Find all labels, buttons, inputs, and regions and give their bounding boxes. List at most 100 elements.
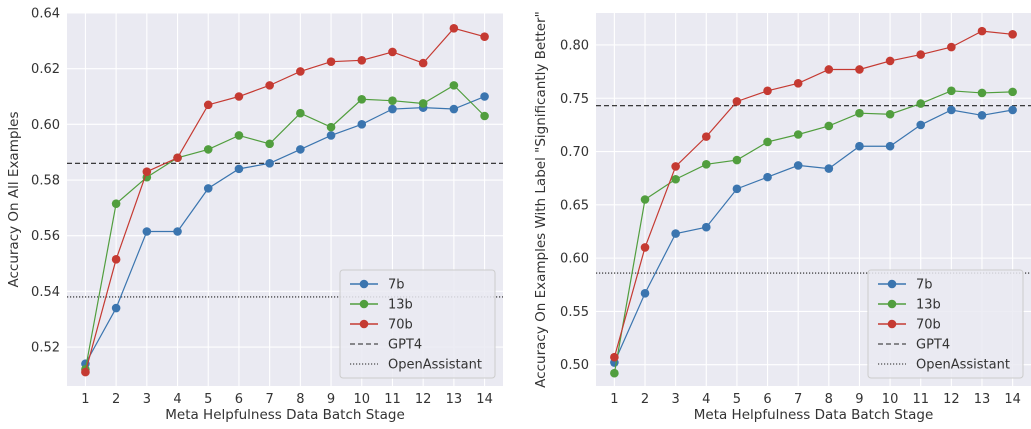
x-tick-label: 6 (763, 392, 771, 407)
legend-label: 7b (388, 278, 405, 293)
x-tick-label: 8 (825, 392, 833, 407)
series-70b-point (388, 47, 397, 57)
series-70b-point (947, 42, 956, 52)
series-13b-point (357, 94, 367, 104)
x-tick-label: 5 (733, 392, 741, 407)
series-13b-point (610, 368, 619, 378)
x-tick-label: 10 (353, 392, 370, 407)
series-7b-point (1008, 105, 1017, 115)
series-70b-point (418, 58, 428, 68)
series-13b-point (701, 160, 711, 169)
x-tick-label: 11 (384, 392, 401, 407)
series-70b-point (916, 50, 926, 59)
series-70b-point (265, 81, 274, 90)
series-70b-point (203, 100, 213, 110)
legend-label: OpenAssistant (388, 358, 482, 373)
series-7b-point (763, 172, 772, 182)
series-7b-point (449, 104, 459, 114)
y-tick-label: 0.60 (560, 252, 589, 267)
legend-label: 70b (388, 318, 413, 333)
series-7b-point (977, 111, 987, 120)
series-70b-point (701, 132, 711, 141)
series-7b-line (84, 95, 485, 365)
x-axis-label: Meta Helpfulness Data Batch Stage (165, 407, 405, 423)
x-tick-label: 12 (415, 392, 432, 407)
x-tick-label: 11 (912, 392, 929, 407)
x-tick-label: 8 (296, 392, 304, 407)
x-tick-label: 2 (112, 392, 120, 407)
series-70b-point (357, 56, 367, 65)
chart-left: 1 2 3 4 5 6 7 8 9 10 11 12 13 140.520.540.560.580.600… (6, 7, 503, 423)
x-tick-label: 1 (81, 392, 89, 407)
legend-70b-marker (887, 319, 897, 329)
series-70b-point (449, 24, 459, 33)
series-13b-point (732, 155, 742, 165)
legend-7b-marker (887, 279, 897, 289)
series-7b-point (640, 288, 650, 298)
series-7b-point (701, 222, 711, 232)
x-tick-label: 14 (476, 392, 493, 407)
series-7b-point (296, 145, 305, 154)
series-13b-point (296, 108, 305, 118)
series-7b-point (326, 131, 336, 140)
x-tick-label: 7 (266, 392, 274, 407)
x-tick-label: 3 (143, 392, 151, 407)
series-13b-point (916, 99, 926, 108)
legend-label: GPT4 (916, 338, 950, 353)
legend-13b-marker (887, 299, 897, 309)
y-tick-label: 0.55 (560, 305, 589, 320)
series-70b-point (81, 367, 90, 377)
series-13b-point (977, 88, 987, 98)
x-tick-label: 13 (446, 392, 463, 407)
x-tick-label: 4 (702, 392, 710, 407)
series-7b-point (111, 303, 121, 313)
series-7b-point (142, 227, 152, 236)
series-70b-point (173, 153, 182, 163)
series-70b-point (824, 65, 834, 74)
series-7b-line (613, 109, 1013, 363)
legend-box (867, 269, 1024, 379)
series-70b-point (326, 57, 336, 67)
series-13b-point (418, 99, 428, 108)
series-70b-point (671, 162, 680, 171)
x-tick-label: 6 (235, 392, 243, 407)
series-70b-line (613, 30, 1013, 358)
y-tick-label: 0.80 (560, 38, 589, 53)
x-tick-label: 3 (672, 392, 680, 407)
series-7b-point (671, 229, 680, 238)
series-70b-point (793, 79, 803, 88)
series-70b-point (610, 352, 619, 362)
x-tick-label: 12 (943, 392, 960, 407)
series-13b-point (234, 131, 244, 140)
series-13b-point (265, 139, 274, 149)
series-7b-point (824, 164, 834, 173)
series-7b-point (388, 104, 397, 114)
chart-right: 1 2 3 4 5 6 7 8 9 10 11 12 13 140.500.550.600.650.700… (533, 11, 1031, 423)
series-7b-point (732, 184, 742, 194)
x-axis-label: Meta Helpfulness Data Batch Stage (694, 407, 934, 423)
series-7b-point (916, 120, 926, 130)
series-13b-point (885, 109, 895, 119)
y-tick-label: 0.50 (560, 358, 589, 373)
legend-label: 7b (916, 278, 933, 293)
series-7b-point (885, 141, 895, 151)
series-13b-point (388, 96, 397, 105)
y-tick-label: 0.54 (31, 285, 60, 300)
series-13b-point (855, 108, 864, 118)
series-70b-point (855, 65, 864, 74)
series-13b-point (326, 122, 336, 132)
series-7b-point (947, 105, 956, 115)
series-70b-line (84, 27, 485, 373)
x-tick-label: 7 (794, 392, 802, 407)
series-13b-point (671, 174, 680, 184)
legend-box (339, 269, 496, 379)
series-70b-point (296, 67, 305, 76)
series-13b-point (763, 137, 772, 147)
series-70b-point (111, 255, 121, 264)
series-70b-point (142, 167, 152, 176)
x-tick-label: 10 (882, 392, 899, 407)
series-7b-point (234, 164, 244, 174)
series-13b-point (793, 130, 803, 139)
series-70b-point (640, 243, 650, 252)
legend-13b-marker (359, 299, 369, 309)
